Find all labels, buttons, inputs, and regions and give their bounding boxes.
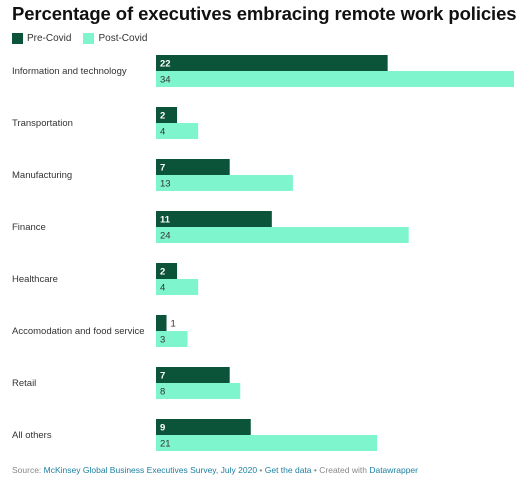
bar-post-covid-all-others — [156, 435, 378, 451]
value-label-post-covid-healthcare: 4 — [160, 283, 165, 294]
bar-post-covid-retail — [156, 383, 241, 399]
value-label-post-covid-manufacturing: 13 — [160, 179, 171, 190]
bar-pre-covid-all-others — [156, 419, 251, 435]
value-label-pre-covid-transportation: 2 — [160, 111, 165, 122]
bar-post-covid-manufacturing — [156, 175, 293, 191]
category-label-retail: Retail — [12, 378, 36, 389]
legend: Pre-Covid Post-Covid — [12, 32, 159, 45]
value-label-post-covid-information-and-technology: 34 — [160, 75, 171, 86]
category-label-all-others: All others — [12, 430, 52, 441]
value-label-pre-covid-information-and-technology: 22 — [160, 59, 171, 70]
value-label-post-covid-all-others: 21 — [160, 439, 171, 450]
value-label-pre-covid-finance: 11 — [160, 215, 171, 226]
bar-post-covid-information-and-technology — [156, 71, 514, 87]
bar-pre-covid-information-and-technology — [156, 55, 388, 71]
bar-pre-covid-manufacturing — [156, 159, 230, 175]
bar-pre-covid-finance — [156, 211, 272, 227]
category-label-accomodation-and-food-service: Accomodation and food service — [12, 326, 145, 337]
bar-post-covid-accomodation-and-food-service — [156, 331, 188, 347]
legend-swatch-pre-covid — [12, 33, 23, 44]
value-label-post-covid-retail: 8 — [160, 387, 165, 398]
value-label-pre-covid-accomodation-and-food-service: 1 — [171, 319, 176, 330]
value-label-pre-covid-manufacturing: 7 — [160, 163, 165, 174]
category-label-transportation: Transportation — [12, 118, 73, 129]
bar-pre-covid-retail — [156, 367, 230, 383]
bar-post-covid-transportation — [156, 123, 199, 139]
legend-label-pre-covid: Pre-Covid — [27, 33, 72, 44]
footer-separator: • — [257, 465, 265, 475]
value-label-pre-covid-retail: 7 — [160, 371, 165, 382]
value-label-post-covid-transportation: 4 — [160, 127, 165, 138]
legend-item-pre-covid: Pre-Covid — [12, 33, 71, 44]
chart-title: Percentage of executives embracing remot… — [12, 3, 517, 24]
legend-item-post-covid: Post-Covid — [83, 33, 147, 44]
value-label-pre-covid-healthcare: 2 — [160, 267, 165, 278]
bar-post-covid-finance — [156, 227, 409, 243]
footer: Source: McKinsey Global Business Executi… — [12, 465, 418, 475]
value-label-post-covid-accomodation-and-food-service: 3 — [160, 335, 165, 346]
legend-swatch-post-covid — [83, 33, 95, 44]
created-with-text: • Created with — [311, 465, 370, 475]
bar-post-covid-healthcare — [156, 279, 199, 295]
category-label-healthcare: Healthcare — [12, 274, 58, 285]
datawrapper-link[interactable]: Datawrapper — [369, 465, 418, 475]
legend-label-post-covid: Post-Covid — [98, 33, 148, 44]
bar-pre-covid-accomodation-and-food-service — [156, 315, 167, 331]
source-link[interactable]: McKinsey Global Business Executives Surv… — [43, 465, 258, 475]
value-label-pre-covid-all-others: 9 — [160, 423, 165, 434]
get-the-data-link[interactable]: Get the data — [264, 465, 312, 475]
value-label-post-covid-finance: 24 — [160, 231, 171, 242]
source-prefix: Source: — [12, 465, 44, 475]
category-label-manufacturing: Manufacturing — [12, 170, 72, 181]
bar-pre-covid-healthcare — [156, 263, 178, 279]
bar-pre-covid-transportation — [156, 107, 178, 123]
category-label-finance: Finance — [12, 222, 46, 233]
category-label-information-and-technology: Information and technology — [12, 66, 127, 77]
